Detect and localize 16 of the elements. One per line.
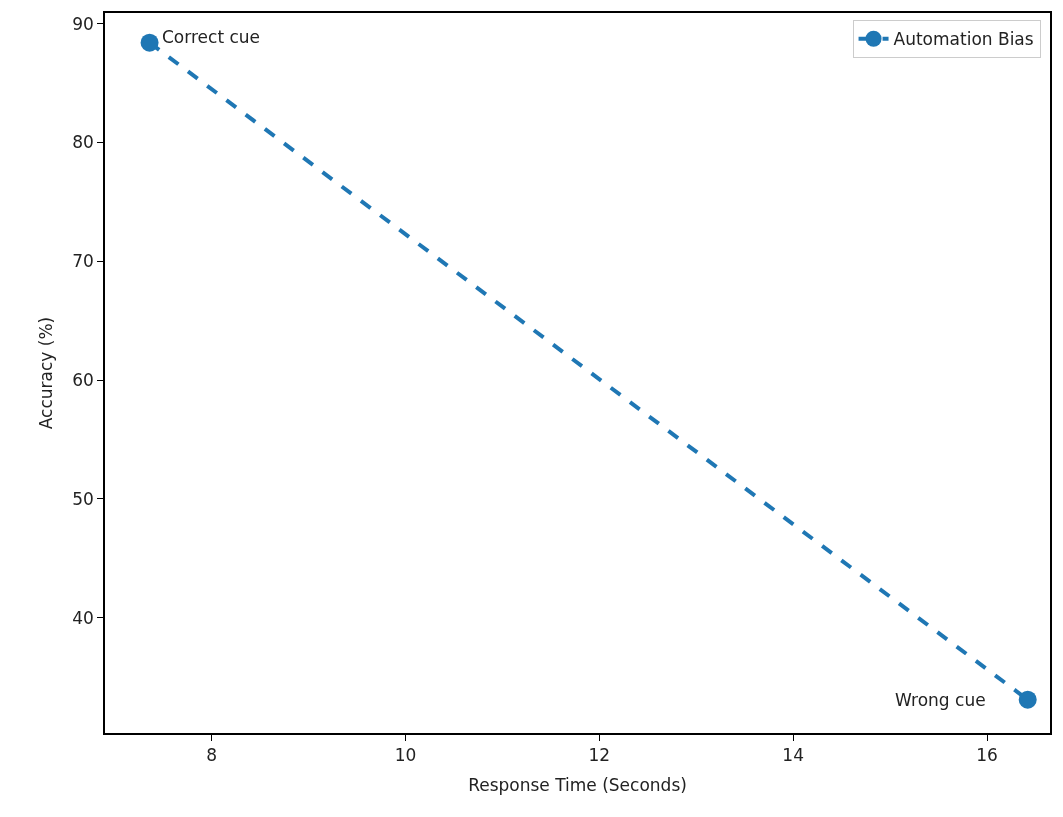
y-tick-label: 80 bbox=[72, 132, 94, 153]
y-tick-label: 60 bbox=[72, 370, 94, 391]
legend-label: Automation Bias bbox=[893, 29, 1034, 50]
x-tick-label: 10 bbox=[394, 745, 417, 766]
x-axis-title: Response Time (Seconds) bbox=[468, 775, 687, 796]
y-tick-label: 90 bbox=[72, 13, 94, 34]
annotation: Wrong cue bbox=[895, 690, 986, 710]
annotation: Correct cue bbox=[162, 27, 261, 47]
y-tick-label: 70 bbox=[72, 251, 94, 272]
x-tick-label: 8 bbox=[206, 745, 218, 766]
x-tick-label: 16 bbox=[976, 745, 998, 766]
y-tick-label: 40 bbox=[72, 607, 94, 628]
y-axis-title: Accuracy (%) bbox=[36, 316, 57, 430]
y-tick-label: 50 bbox=[72, 488, 94, 509]
x-tick-label: 14 bbox=[782, 745, 804, 766]
x-tick-label: 12 bbox=[588, 745, 611, 766]
